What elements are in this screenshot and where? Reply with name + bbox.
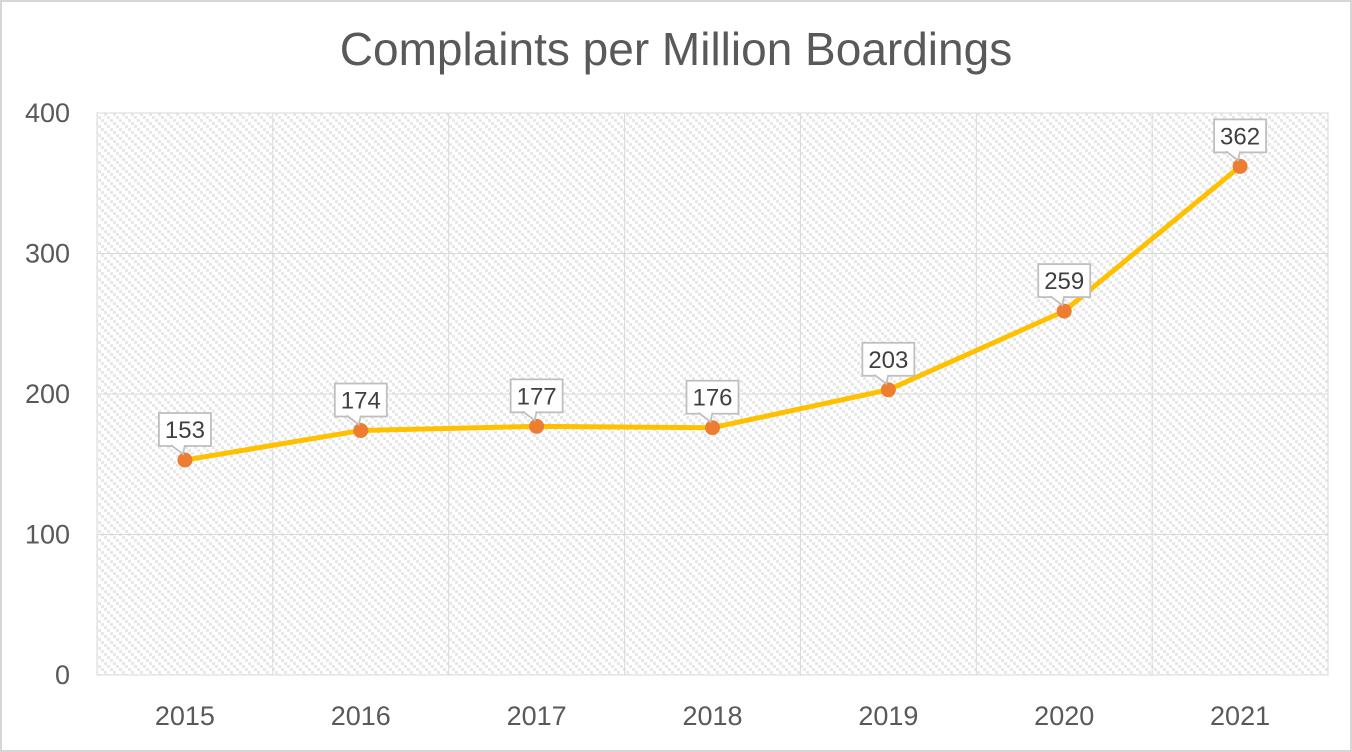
- data-label-callout-2016: 174: [333, 382, 388, 427]
- data-label-box: [333, 382, 388, 418]
- data-point-marker-2015: [177, 452, 193, 468]
- x-axis-tick-label-2018: 2018: [682, 701, 742, 731]
- x-axis-tick-label-2015: 2015: [155, 701, 215, 731]
- y-axis-tick-label-400: 400: [25, 98, 70, 128]
- data-point-marker-2019: [880, 382, 896, 398]
- data-label-callout-2019: 203: [861, 341, 916, 386]
- chart-title: Complaints per Million Boardings: [339, 23, 1013, 75]
- data-label-callout-2017: 177: [509, 378, 564, 422]
- data-label-value: 177: [517, 383, 557, 410]
- data-label-value: 176: [692, 385, 732, 412]
- data-point-marker-2016: [353, 423, 369, 439]
- data-label-value: 174: [341, 388, 381, 415]
- y-axis-tick-label-100: 100: [25, 520, 70, 550]
- data-point-marker-2017: [529, 418, 545, 434]
- data-label-callout-2021: 362: [1213, 118, 1267, 162]
- data-label-value: 362: [1220, 123, 1260, 150]
- data-point-marker-2018: [705, 420, 720, 436]
- data-label-value: 203: [868, 347, 908, 374]
- data-label-tail: [874, 373, 889, 384]
- data-label-callout-2015: 153: [158, 412, 212, 456]
- data-label-tail: [170, 444, 185, 455]
- y-axis-tick-label-200: 200: [25, 379, 70, 409]
- x-axis-tick-label-2017: 2017: [507, 701, 567, 731]
- x-axis-tick-label-2019: 2019: [858, 701, 918, 731]
- y-axis-tick-label-300: 300: [25, 239, 70, 269]
- data-label-value: 153: [165, 417, 205, 444]
- data-label-callout-2020: 259: [1037, 263, 1092, 307]
- data-point-marker-2020: [1056, 303, 1072, 319]
- data-point-marker-2021: [1232, 158, 1248, 174]
- data-label-callout-2018: 176: [685, 379, 740, 424]
- x-axis-tick-label-2020: 2020: [1034, 701, 1094, 731]
- data-label-tail-outline: [346, 414, 362, 427]
- data-label-tail-outline: [873, 374, 890, 386]
- data-label-tail-outline: [1049, 295, 1066, 307]
- data-label-box: [1213, 118, 1267, 154]
- data-label-tail: [522, 410, 537, 421]
- x-axis-tick-label-2016: 2016: [331, 701, 391, 731]
- data-label-value: 259: [1044, 268, 1084, 295]
- data-label-tail-outline: [1225, 150, 1241, 162]
- data-label-tail-outline: [170, 444, 186, 456]
- data-label-box: [1037, 263, 1092, 299]
- data-label-tail-outline: [522, 410, 538, 422]
- data-label-tail-outline: [697, 412, 714, 424]
- data-label-tail: [698, 411, 713, 422]
- x-axis-tick-label-2021: 2021: [1210, 701, 1270, 731]
- y-axis-tick-label-0: 0: [55, 660, 70, 690]
